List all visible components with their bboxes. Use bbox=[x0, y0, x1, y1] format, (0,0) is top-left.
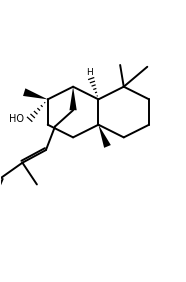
Text: H: H bbox=[86, 68, 93, 77]
Polygon shape bbox=[98, 125, 111, 148]
Text: HO: HO bbox=[9, 114, 24, 124]
Polygon shape bbox=[70, 87, 77, 110]
Polygon shape bbox=[23, 88, 48, 99]
